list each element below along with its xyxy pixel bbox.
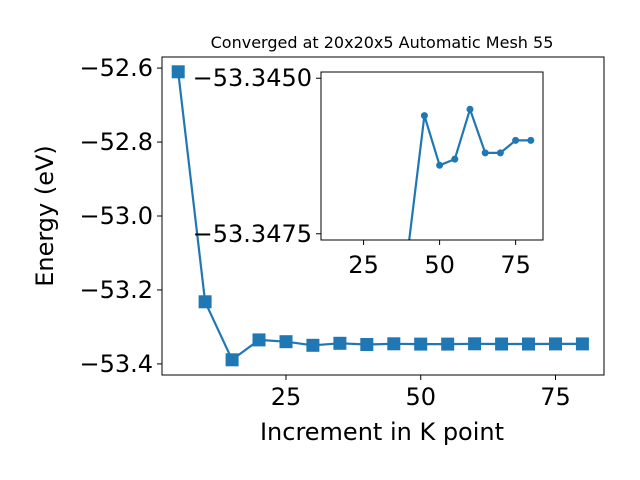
main-data-point xyxy=(468,337,482,351)
main-y-tick-label: −53.2 xyxy=(79,276,153,304)
main-data-point xyxy=(522,337,535,351)
inset-data-point xyxy=(481,149,489,157)
main-y-tick-label: −52.6 xyxy=(79,54,153,82)
main-series-line xyxy=(177,71,583,361)
main-data-point xyxy=(414,337,428,351)
inset-x-tick-label: 75 xyxy=(500,251,531,279)
main-x-ticks: 25 50 75 xyxy=(271,375,571,411)
inset-plot-area: 25 50 75 −53.3475 −53.3450 xyxy=(193,64,544,279)
main-data-point xyxy=(575,337,589,351)
inset-y-tick-label: −53.3475 xyxy=(193,220,312,248)
inset-x-tick-label: 50 xyxy=(424,251,455,279)
main-y-tick-label: −52.8 xyxy=(79,128,153,156)
main-data-point xyxy=(252,333,266,347)
inset-x-ticks: 25 50 75 xyxy=(348,240,531,279)
inset-y-ticks: −53.3475 −53.3450 xyxy=(193,64,321,248)
inset-data-point xyxy=(512,136,520,144)
main-series-marks xyxy=(171,65,589,367)
main-y-tick-label: −53.4 xyxy=(79,350,153,378)
inset-axes-background xyxy=(321,72,543,240)
inset-data-point xyxy=(420,112,428,120)
chart-title: Converged at 20x20x5 Automatic Mesh 55 xyxy=(211,33,554,52)
main-data-point xyxy=(171,65,185,79)
main-x-tick-label: 75 xyxy=(540,383,571,411)
main-data-point xyxy=(225,353,239,367)
inset-data-point xyxy=(451,155,459,163)
inset-series-marks xyxy=(408,105,535,240)
main-data-point xyxy=(441,337,455,351)
main-y-tick-label: −53.0 xyxy=(79,202,153,230)
inset-data-point xyxy=(496,149,504,157)
main-x-tick-label: 50 xyxy=(405,383,436,411)
inset-x-tick-label: 25 xyxy=(348,251,379,279)
x-axis-label: Increment in K point xyxy=(260,418,504,446)
main-data-point xyxy=(198,295,212,309)
main-y-ticks: −52.6 −52.8 −53.0 −53.2 −53.4 xyxy=(79,54,162,378)
y-axis-label: Energy (eV) xyxy=(31,145,59,287)
main-data-point xyxy=(333,336,347,350)
main-data-point xyxy=(360,338,374,351)
main-data-point xyxy=(549,337,562,351)
main-data-point xyxy=(387,337,401,351)
inset-data-point xyxy=(527,136,535,144)
main-data-point xyxy=(306,338,320,352)
inset-y-tick-label: −53.3450 xyxy=(193,64,312,92)
inset-data-point xyxy=(466,105,474,113)
main-data-point xyxy=(279,335,293,349)
inset-axes-frame xyxy=(320,71,544,241)
inset-data-point xyxy=(436,161,444,169)
main-x-tick-label: 25 xyxy=(271,383,302,411)
main-data-point xyxy=(495,337,509,351)
